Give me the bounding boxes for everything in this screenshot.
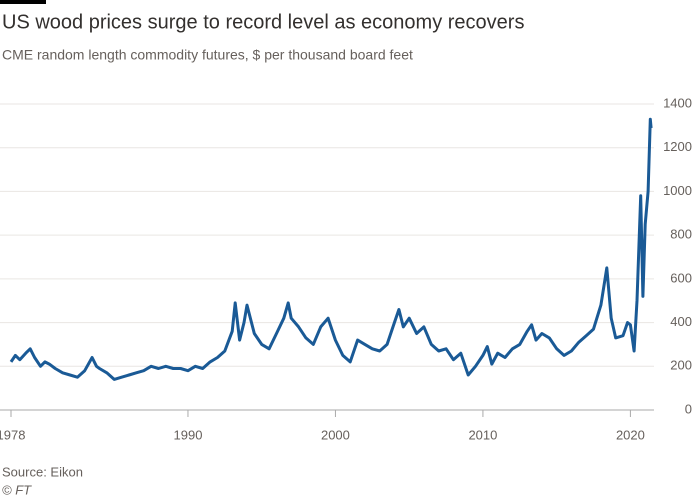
chart-title: US wood prices surge to record level as … — [2, 11, 524, 33]
x-tick-label: 2010 — [468, 427, 497, 442]
y-tick-label: 1000 — [663, 183, 692, 198]
x-tick-label: 2000 — [321, 427, 350, 442]
chart-subtitle: CME random length commodity futures, $ p… — [2, 47, 413, 63]
brand-bar — [0, 0, 46, 4]
y-tick-label: 800 — [670, 227, 692, 242]
x-tick-label: 1978 — [0, 427, 25, 442]
y-tick-label: 0 — [685, 401, 692, 416]
y-tick-label: 600 — [670, 270, 692, 285]
y-tick-label: 200 — [670, 358, 692, 373]
source: Source: Eikon — [2, 464, 83, 479]
y-tick-label: 400 — [670, 314, 692, 329]
x-tick-label: 1990 — [174, 427, 203, 442]
x-tick-label: 2020 — [616, 427, 645, 442]
credit: © FT — [2, 482, 32, 497]
y-tick-label: 1400 — [663, 95, 692, 110]
y-tick-label: 1200 — [663, 139, 692, 154]
series-line — [9, 117, 653, 381]
